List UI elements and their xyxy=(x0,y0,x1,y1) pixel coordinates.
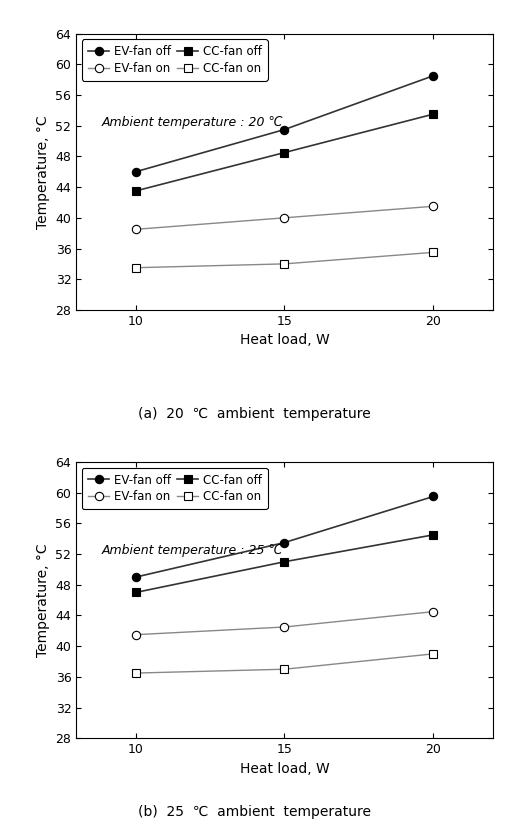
Text: Ambient temperature : 20 ℃: Ambient temperature : 20 ℃ xyxy=(101,116,282,128)
CC-fan off xyxy=(430,530,436,540)
Y-axis label: Temperature, °C: Temperature, °C xyxy=(36,544,50,657)
X-axis label: Heat load, W: Heat load, W xyxy=(240,333,329,347)
EV-fan off xyxy=(281,124,288,134)
EV-fan on xyxy=(430,607,436,617)
EV-fan off xyxy=(430,492,436,502)
Line: EV-fan on: EV-fan on xyxy=(132,202,437,233)
EV-fan off xyxy=(430,70,436,81)
CC-fan on xyxy=(281,664,288,675)
Text: (b)  25  ℃  ambient  temperature: (b) 25 ℃ ambient temperature xyxy=(138,805,370,820)
EV-fan on xyxy=(281,622,288,632)
CC-fan on xyxy=(430,248,436,258)
CC-fan on xyxy=(281,259,288,269)
EV-fan off xyxy=(281,538,288,548)
Line: CC-fan on: CC-fan on xyxy=(132,248,437,272)
Legend: EV-fan off, EV-fan on, CC-fan off, CC-fan on: EV-fan off, EV-fan on, CC-fan off, CC-fa… xyxy=(82,468,268,509)
CC-fan off xyxy=(133,186,139,196)
EV-fan on xyxy=(133,629,139,639)
CC-fan on xyxy=(133,668,139,678)
CC-fan off xyxy=(133,587,139,597)
Text: Ambient temperature : 25 ℃: Ambient temperature : 25 ℃ xyxy=(101,544,282,557)
Line: CC-fan on: CC-fan on xyxy=(132,649,437,677)
Text: (a)  20  ℃  ambient  temperature: (a) 20 ℃ ambient temperature xyxy=(138,407,370,421)
Line: EV-fan off: EV-fan off xyxy=(132,492,437,581)
CC-fan on xyxy=(133,263,139,273)
Y-axis label: Temperature, °C: Temperature, °C xyxy=(36,115,50,228)
EV-fan on xyxy=(281,213,288,223)
EV-fan on xyxy=(133,224,139,234)
Line: CC-fan off: CC-fan off xyxy=(132,110,437,195)
EV-fan off xyxy=(133,167,139,177)
CC-fan on xyxy=(430,649,436,659)
Legend: EV-fan off, EV-fan on, CC-fan off, CC-fan on: EV-fan off, EV-fan on, CC-fan off, CC-fa… xyxy=(82,39,268,81)
CC-fan off xyxy=(281,557,288,567)
EV-fan on xyxy=(430,201,436,211)
CC-fan off xyxy=(430,109,436,119)
Line: CC-fan off: CC-fan off xyxy=(132,531,437,597)
EV-fan off xyxy=(133,572,139,582)
Line: EV-fan off: EV-fan off xyxy=(132,71,437,176)
Line: EV-fan on: EV-fan on xyxy=(132,607,437,638)
CC-fan off xyxy=(281,148,288,158)
X-axis label: Heat load, W: Heat load, W xyxy=(240,762,329,776)
